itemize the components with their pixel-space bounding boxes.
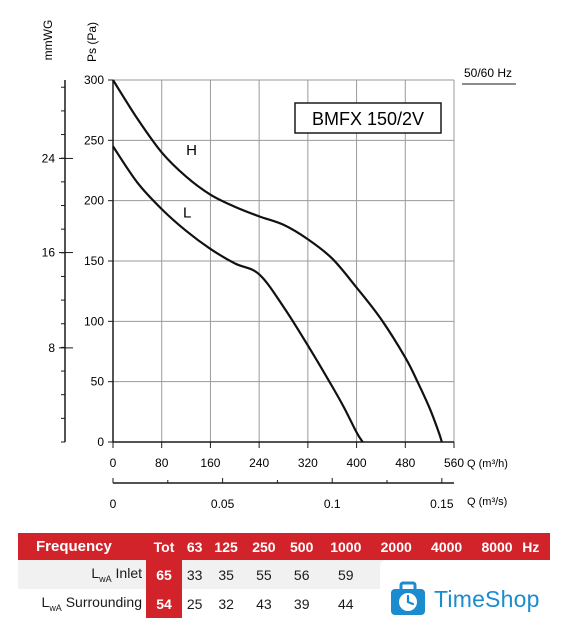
x-tick-label: 560 [444,456,464,470]
tot-value: 65 [146,560,182,589]
curve-label-H: H [186,142,197,159]
band-header: 1000 [320,533,371,560]
band-header: 4000 [421,533,472,560]
y-tick-label: 150 [84,254,104,268]
row-subscript: wA [99,573,112,584]
table-cell: 44 [320,589,371,618]
curve-H [112,79,443,443]
chart-ticks: 0 80 160 240 320 400 480 5600501001502002503008… [42,73,465,511]
band-header: 500 [282,533,321,560]
row-name: Inlet [111,565,142,582]
watermark-text: TimeShop [434,585,540,612]
y-tick-label: 250 [84,133,104,147]
x-axis-label: Q (m³/h) [467,458,508,470]
table-cell: 55 [245,560,283,589]
x2-tick-label: 0.05 [211,497,235,511]
table-row: LwA Inlet 65 33 35 55 56 59 6 [18,560,550,589]
y-tick-label: 50 [91,375,105,389]
table-header-row: Frequency Tot 63 125 250 500 1000 2000 4… [18,533,550,560]
frequency-note: 50/60 Hz [464,66,512,80]
curve-label-L: L [183,205,191,222]
band-header: 63 [182,533,208,560]
row-subscript: wA [49,602,62,613]
row-symbol: L [41,594,50,611]
row-label: LwA Inlet [18,560,146,589]
table-cell: 33 [182,560,208,589]
x2-tick-label: 0 [110,497,117,511]
x-tick-label: 320 [298,456,318,470]
x-tick-label: 240 [249,456,269,470]
x2-axis-label: Q (m³/s) [467,496,507,508]
frequency-header: Frequency [18,533,146,560]
unit-header: Hz [522,533,550,560]
timeshop-watermark: TimeShop [380,560,562,638]
table-cell: 43 [245,589,283,618]
band-header: 8000 [471,533,523,560]
left-tick-label: 16 [42,246,56,260]
table-cell: 56 [282,560,321,589]
band-header: 250 [245,533,283,560]
left-tick-label: 8 [48,341,55,355]
chart-curves: HL [112,79,443,443]
table-cell: 32 [207,589,245,618]
x2-tick-label: 0.1 [324,497,341,511]
x-tick-label: 80 [155,456,169,470]
row-name: Surrounding [61,594,142,611]
chart-title: BMFX 150/2V [312,109,424,129]
y-tick-label: 100 [84,314,104,328]
y-tick-label: 300 [84,73,104,87]
chart-grid [113,79,455,442]
y-tick-label: 0 [97,435,104,449]
tot-value: 54 [146,589,182,618]
x2-tick-label: 0.15 [430,497,454,511]
curve-L [112,145,364,443]
y-tick-label: 200 [84,194,104,208]
tot-header: Tot [146,533,182,560]
row-symbol: L [91,565,100,582]
x-tick-label: 0 [110,456,117,470]
table-cell: 59 [320,560,371,589]
band-header: 2000 [371,533,422,560]
performance-chart: HL 0 80 160 240 320 400 480 5600501001502002503… [41,20,516,511]
row-label: LwA Surrounding [18,589,146,618]
table-cell: 35 [207,560,245,589]
table-cell: 39 [282,589,321,618]
title-box [294,102,442,134]
left-axis-label: mmWG [41,20,55,61]
x-tick-label: 480 [395,456,415,470]
y-axis-label: Ps (Pa) [85,22,99,62]
left-tick-label: 24 [42,151,56,165]
suitcase-clock-icon [391,581,425,615]
x-tick-label: 160 [200,456,220,470]
x-tick-label: 400 [347,456,367,470]
band-header: 125 [207,533,245,560]
table-cell: 25 [182,589,208,618]
